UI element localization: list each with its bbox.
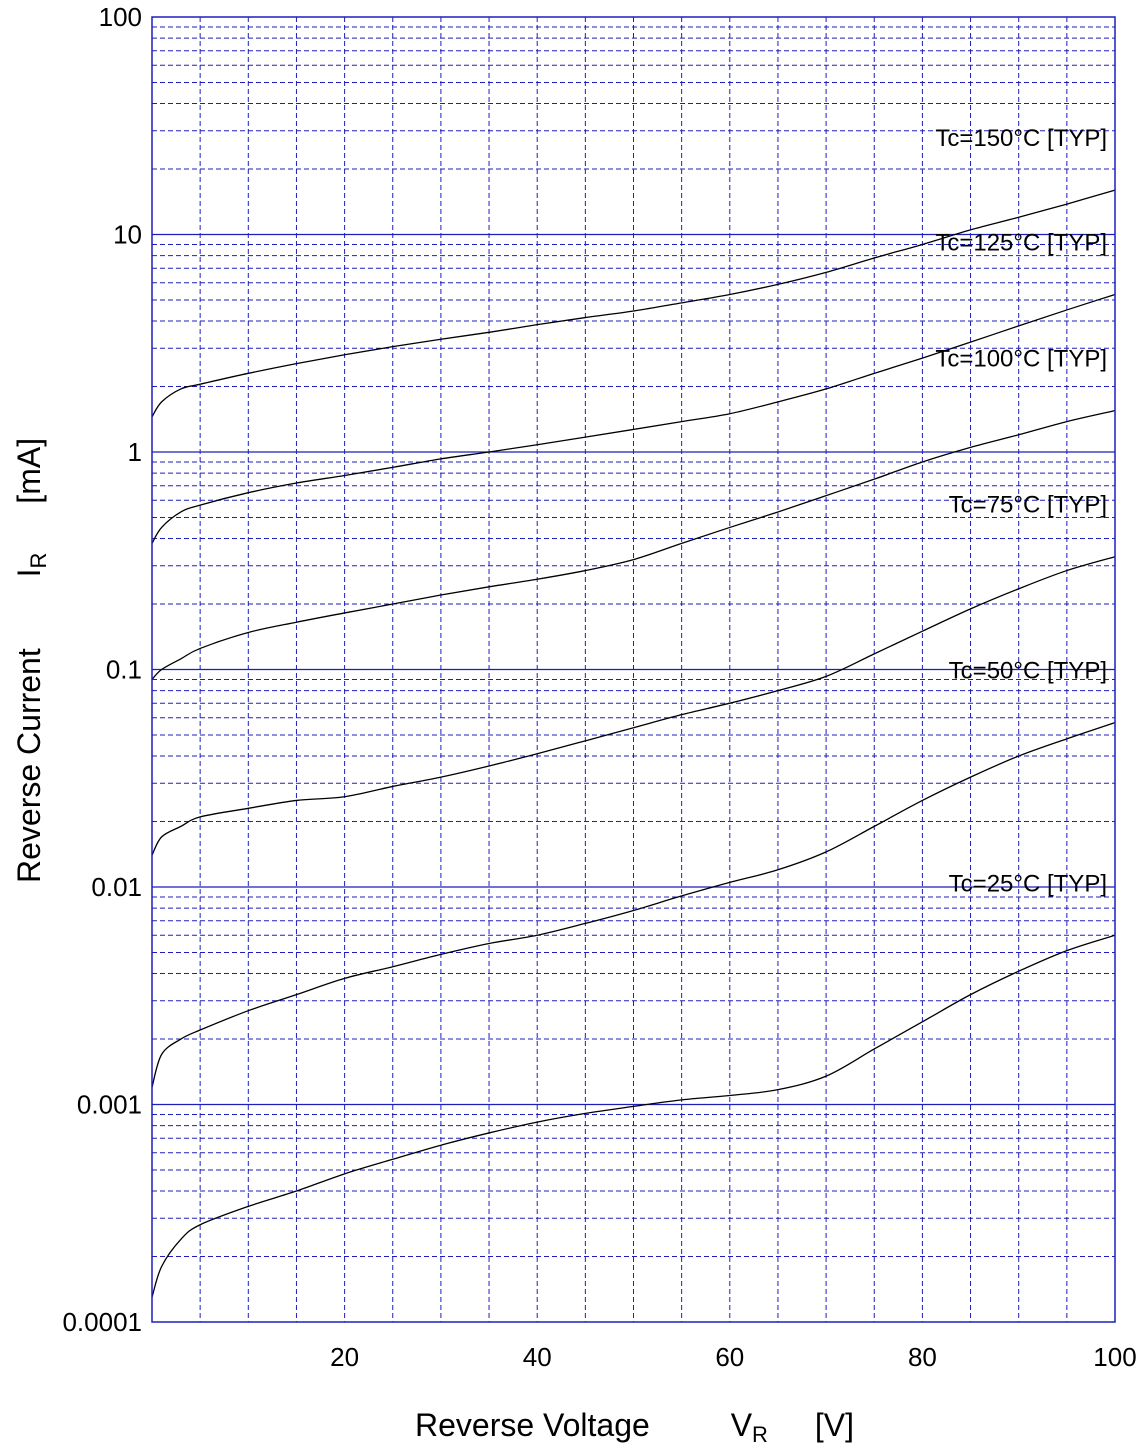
y-axis-label: Reverse Current IR [mA] — [11, 438, 53, 883]
series-label: Tc=100°C [TYP] — [935, 346, 1107, 373]
series-line — [151, 189, 1116, 418]
x-tick-label: 60 — [715, 1342, 744, 1372]
y-tick-labels: 0.0001 0.001 0.01 0.1 1 10 100 — [62, 2, 142, 1337]
y-tick-label: 100 — [99, 2, 142, 32]
x-axis-title: Reverse Voltage — [415, 1407, 650, 1443]
x-tick-label: 40 — [523, 1342, 552, 1372]
x-tick-labels: 20 40 60 80 100 — [330, 1342, 1137, 1372]
y-tick-label: 0.01 — [91, 872, 142, 902]
x-tick-label: 100 — [1093, 1342, 1136, 1372]
y-tick-label: 1 — [128, 437, 142, 467]
series-label: Tc=25°C [TYP] — [949, 870, 1107, 897]
y-tick-label: 0.001 — [77, 1090, 142, 1120]
y-tick-label: 0.0001 — [62, 1307, 142, 1337]
series-line — [151, 721, 1116, 1088]
x-axis-unit: [V] — [815, 1407, 854, 1443]
series-label: Tc=150°C [TYP] — [935, 125, 1107, 152]
y-tick-label: 0.1 — [106, 655, 142, 685]
series-line — [151, 934, 1116, 1298]
y-tick-label: 10 — [113, 220, 142, 250]
series-label: Tc=125°C [TYP] — [935, 229, 1107, 256]
y-axis-unit: [mA] — [11, 438, 47, 504]
x-axis-label: Reverse Voltage VR [V] — [415, 1407, 854, 1448]
x-axis-subscript: R — [752, 1422, 768, 1447]
series-label: Tc=75°C [TYP] — [949, 492, 1107, 519]
y-axis-title: Reverse Current — [11, 648, 47, 883]
grid — [152, 17, 1115, 1322]
series-line — [151, 293, 1116, 544]
x-tick-label: 80 — [908, 1342, 937, 1372]
series-line — [151, 556, 1116, 856]
x-tick-label: 20 — [330, 1342, 359, 1372]
series-line — [151, 409, 1116, 680]
curve-labels: Tc=150°C [TYP] Tc=125°C [TYP] Tc=100°C [TY… — [935, 125, 1107, 897]
x-axis-symbol: V — [731, 1407, 753, 1443]
y-axis-subscript: R — [26, 553, 51, 569]
y-axis-symbol: I — [11, 568, 47, 577]
curves — [151, 189, 1116, 1298]
series-label: Tc=50°C [TYP] — [949, 658, 1107, 685]
plot-frame — [151, 16, 1116, 1323]
